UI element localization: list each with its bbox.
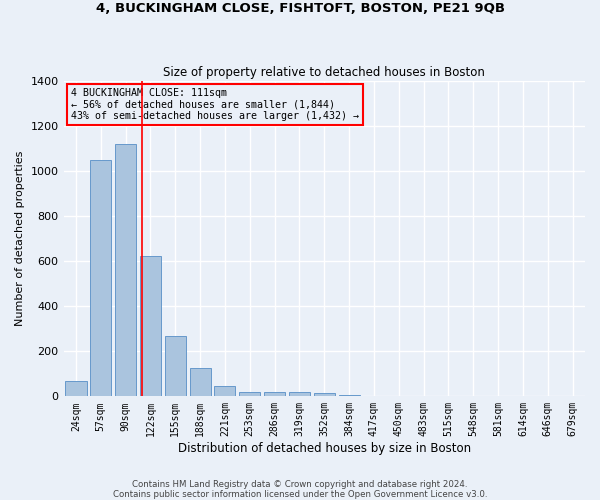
Bar [314,393,335,396]
X-axis label: Distribution of detached houses by size in Boston: Distribution of detached houses by size … [178,442,471,455]
Bar [115,144,136,397]
Bar [190,368,211,396]
Text: Contains HM Land Registry data © Crown copyright and database right 2024.
Contai: Contains HM Land Registry data © Crown c… [113,480,487,499]
Bar [90,160,112,396]
Bar [239,392,260,396]
Bar [65,380,86,396]
Text: 4 BUCKINGHAM CLOSE: 111sqm
← 56% of detached houses are smaller (1,844)
43% of s: 4 BUCKINGHAM CLOSE: 111sqm ← 56% of deta… [71,88,359,121]
Bar [289,392,310,396]
Y-axis label: Number of detached properties: Number of detached properties [15,151,25,326]
Title: Size of property relative to detached houses in Boston: Size of property relative to detached ho… [163,66,485,78]
Bar [165,336,186,396]
Bar [338,395,359,396]
Text: 4, BUCKINGHAM CLOSE, FISHTOFT, BOSTON, PE21 9QB: 4, BUCKINGHAM CLOSE, FISHTOFT, BOSTON, P… [95,2,505,16]
Bar [214,386,235,396]
Bar [264,392,285,396]
Bar [140,256,161,396]
